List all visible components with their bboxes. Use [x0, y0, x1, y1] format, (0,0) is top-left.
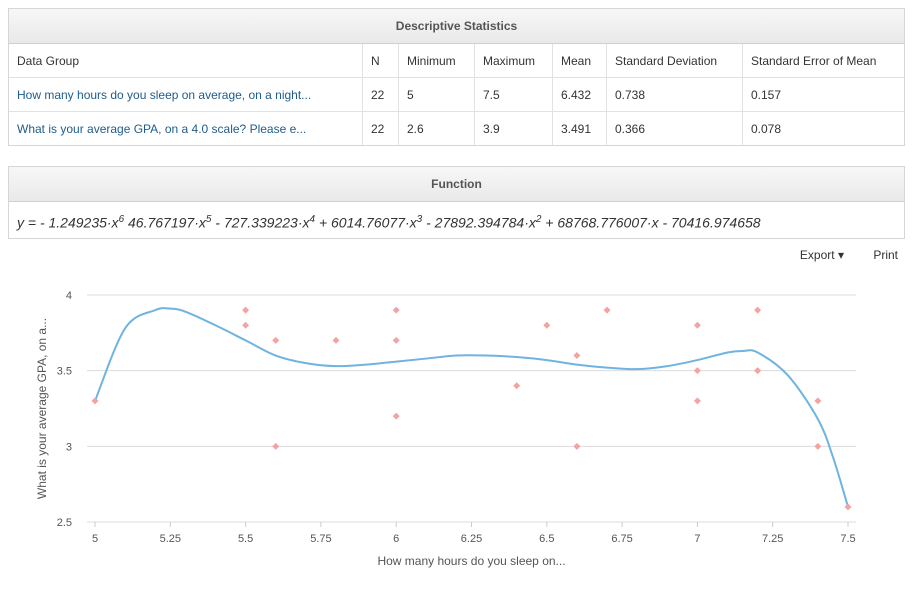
data-point[interactable]	[272, 442, 280, 450]
data-point[interactable]	[392, 412, 400, 420]
x-tick-label: 5	[92, 533, 98, 545]
data-point[interactable]	[573, 352, 581, 360]
data-point[interactable]	[573, 442, 581, 450]
table-cell: 0.078	[742, 111, 904, 145]
data-point[interactable]	[754, 306, 762, 314]
equation-exponent: 6	[118, 214, 125, 225]
table-header-row: Data Group N Minimum Maximum Mean Standa…	[9, 44, 904, 78]
equation-exponent: 5	[205, 214, 212, 225]
statistics-table: Data Group N Minimum Maximum Mean Standa…	[9, 44, 904, 145]
data-point[interactable]	[814, 397, 822, 405]
data-group-cell[interactable]: How many hours do you sleep on average, …	[9, 77, 363, 112]
equation-term: + 68768.776007·x - 70416.974658	[541, 214, 761, 231]
data-point[interactable]	[91, 397, 99, 405]
table-cell: 22	[362, 111, 399, 145]
column-header: Data Group	[9, 44, 363, 78]
function-panel: Function y = - 1.249235·x6 46.767197·x5 …	[8, 166, 905, 239]
table-row: What is your average GPA, on a 4.0 scale…	[9, 111, 904, 145]
equation-exponent: 2	[535, 214, 542, 225]
column-header: Maximum	[474, 44, 553, 78]
column-header: Minimum	[398, 44, 475, 78]
column-header: N	[362, 44, 399, 78]
x-axis-ticks: 5 5.25 5.5 5.75 6 6.25 6.5 6.75 7 7.25 7.5	[92, 522, 856, 545]
column-header: Mean	[552, 44, 607, 78]
table-cell: 2.6	[398, 111, 475, 145]
x-tick-label: 7	[694, 533, 700, 545]
x-axis-title: How many hours do you sleep on...	[377, 554, 565, 568]
data-point[interactable]	[814, 442, 822, 450]
y-axis-title: What is your average GPA, on a...	[35, 318, 49, 499]
table-cell: 3.9	[474, 111, 553, 145]
equation-term: y = - 1.249235·x	[17, 214, 119, 231]
equation-term: - 27892.394784·x	[422, 214, 536, 231]
data-point[interactable]	[543, 321, 551, 329]
fit-curve	[94, 307, 849, 508]
x-tick-label: 7.25	[762, 533, 783, 545]
x-tick-label: 5.5	[238, 533, 253, 545]
x-tick-label: 5.75	[310, 533, 331, 545]
data-point[interactable]	[754, 367, 762, 375]
data-point[interactable]	[392, 336, 400, 344]
export-button[interactable]: Export ▾	[800, 248, 844, 262]
fit-equation: y = - 1.249235·x6 46.767197·x5 - 727.339…	[9, 202, 904, 238]
y-tick-label: 2.5	[57, 517, 72, 529]
data-point[interactable]	[392, 306, 400, 314]
data-points	[91, 306, 852, 511]
table-row: How many hours do you sleep on average, …	[9, 77, 904, 112]
column-header: Standard Deviation	[606, 44, 743, 78]
panel-title: Function	[9, 167, 904, 202]
data-point[interactable]	[844, 503, 852, 511]
data-point[interactable]	[693, 397, 701, 405]
data-point[interactable]	[513, 382, 521, 390]
print-button[interactable]: Print	[873, 248, 898, 262]
table-cell: 0.738	[606, 77, 743, 112]
data-point[interactable]	[693, 321, 701, 329]
x-tick-label: 5.25	[160, 533, 181, 545]
equation-term: + 6014.76077·x	[315, 214, 417, 231]
export-label: Export	[799, 248, 835, 262]
table-cell: 22	[362, 77, 399, 112]
table-cell: 7.5	[474, 77, 553, 112]
data-point[interactable]	[272, 336, 280, 344]
table-cell: 5	[398, 77, 475, 112]
data-point[interactable]	[242, 306, 250, 314]
equation-term: - 727.339223·x	[211, 214, 310, 231]
data-point[interactable]	[693, 367, 701, 375]
panel-title: Descriptive Statistics	[9, 9, 904, 44]
data-group-cell[interactable]: What is your average GPA, on a 4.0 scale…	[9, 111, 363, 145]
data-point[interactable]	[332, 336, 340, 344]
data-point[interactable]	[242, 321, 250, 329]
data-point[interactable]	[603, 306, 611, 314]
scatter-chart: 5 5.25 5.5 5.75 6 6.25 6.5 6.75 7 7.25 7.5 2.5 3 3.5…	[35, 290, 856, 568]
equation-exponent: 3	[416, 214, 423, 225]
table-cell: 0.157	[742, 77, 904, 112]
y-tick-label: 4	[66, 290, 72, 302]
y-axis-ticks: 2.5 3 3.5 4	[57, 290, 72, 529]
grid-lines	[87, 294, 856, 523]
x-tick-label: 6	[393, 533, 399, 545]
descriptive-statistics-panel: Descriptive Statistics Data Group N Mini…	[8, 8, 905, 146]
y-tick-label: 3.5	[57, 366, 72, 378]
x-tick-label: 6.5	[539, 533, 554, 545]
table-cell: 0.366	[606, 111, 743, 145]
chart-toolbar: Export ▾ Print	[774, 248, 898, 262]
equation-exponent: 4	[309, 214, 316, 225]
equation-term: 46.767197·x	[124, 214, 206, 231]
y-tick-label: 3	[66, 441, 72, 453]
x-tick-label: 7.5	[840, 533, 855, 545]
x-tick-label: 6.75	[611, 533, 632, 545]
table-cell: 6.432	[552, 77, 607, 112]
table-cell: 3.491	[552, 111, 607, 145]
x-tick-label: 6.25	[461, 533, 482, 545]
column-header: Standard Error of Mean	[751, 53, 877, 68]
caret-down-icon: ▾	[837, 248, 844, 262]
